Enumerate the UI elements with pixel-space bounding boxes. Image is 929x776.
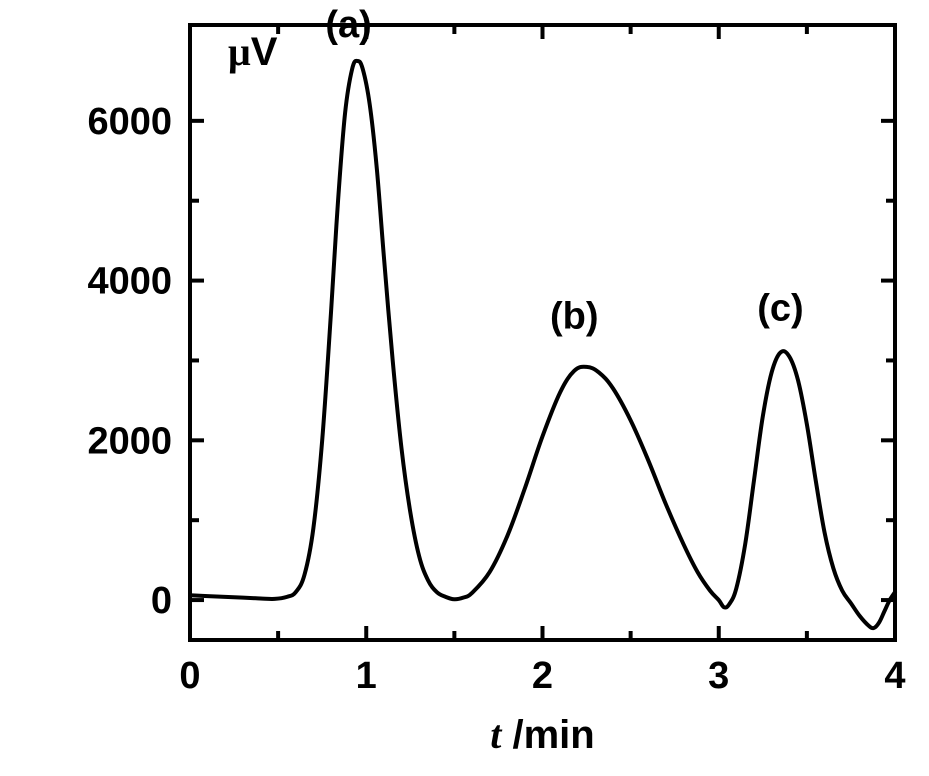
x-tick-label: 0: [179, 655, 200, 697]
x-tick-label: 4: [884, 655, 905, 697]
x-tick-label: 2: [532, 655, 553, 697]
plot-frame: [190, 25, 895, 640]
y-tick-label: 4000: [87, 261, 172, 303]
chromatogram-chart: 0 1 2 3 4 0 2000 4000 6000 (a) (b) (c) μV t /min: [0, 0, 929, 776]
y-axis-label: μV: [228, 29, 278, 74]
chromatogram-curve: [190, 61, 895, 628]
x-axis-label: t /min: [490, 712, 594, 757]
x-tick-label: 3: [708, 655, 729, 697]
y-tick-label: 0: [151, 580, 172, 622]
peak-label: (c): [757, 288, 803, 330]
y-tick-label: 2000: [87, 420, 172, 462]
peak-label: (a): [325, 4, 371, 46]
chart-svg: 0 1 2 3 4 0 2000 4000 6000 (a) (b) (c) μV t /min: [0, 0, 929, 776]
x-tick-label: 1: [356, 655, 377, 697]
y-tick-label: 6000: [87, 101, 172, 143]
peak-label: (b): [550, 296, 599, 338]
